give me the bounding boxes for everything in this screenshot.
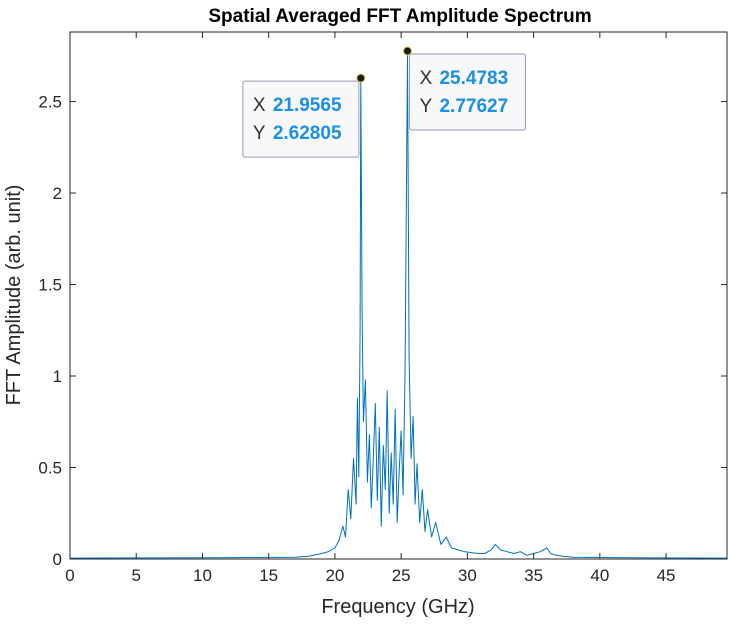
x-tick-label: 35 — [524, 566, 543, 585]
ticks-layer: 0 5 10 15 20 25 30 35 40 45 0 0.5 1 1.5 2 2.5 — [38, 32, 727, 585]
datatip-marker — [402, 46, 412, 56]
datatip-box — [408, 53, 526, 131]
datatip-x-key: X — [419, 68, 432, 89]
x-tick-label: 15 — [259, 566, 278, 585]
datatip-0[interactable]: X 21.9565 Y 2.62805 — [242, 73, 366, 158]
datatip-x-value: 25.4783 — [439, 68, 508, 89]
datatip-y-key: Y — [419, 96, 432, 117]
x-tick-label: 20 — [325, 566, 344, 585]
y-tick-label: 1.5 — [38, 276, 62, 295]
datatip-layer: X 21.9565 Y 2.62805 X 25.4783 Y 2.77627 — [242, 46, 526, 158]
datatip-y-value: 2.77627 — [439, 96, 508, 117]
y-tick-label: 1 — [53, 367, 62, 386]
y-axis-label: FFT Amplitude (arb. unit) — [3, 185, 25, 406]
axes-box — [69, 31, 728, 560]
x-tick-label: 40 — [590, 566, 609, 585]
y-tick-label: 0 — [53, 550, 62, 569]
datatip-x-key: X — [253, 95, 266, 116]
y-tick-label: 2.5 — [38, 93, 62, 112]
y-tick-label: 0.5 — [38, 459, 62, 478]
x-tick-label: 10 — [193, 566, 212, 585]
datatip-box — [242, 80, 360, 158]
datatip-y-key: Y — [253, 123, 266, 144]
x-tick-label: 45 — [657, 566, 676, 585]
chart-title: Spatial Averaged FFT Amplitude Spectrum — [208, 6, 591, 27]
datatip-x-value: 21.9565 — [273, 95, 342, 116]
datatip-1[interactable]: X 25.4783 Y 2.77627 — [402, 46, 526, 131]
x-axis-label: Frequency (GHz) — [321, 596, 474, 618]
x-tick-label: 30 — [458, 566, 477, 585]
series-line-0 — [69, 50, 728, 559]
x-tick-label: 25 — [392, 566, 411, 585]
y-tick-label: 2 — [53, 184, 62, 203]
series-layer — [69, 50, 728, 559]
datatip-y-value: 2.62805 — [273, 123, 342, 144]
axes-layer — [69, 31, 728, 560]
x-tick-label: 0 — [65, 566, 74, 585]
x-tick-label: 5 — [131, 566, 140, 585]
datatip-marker — [356, 73, 366, 83]
plot-area — [70, 32, 727, 559]
